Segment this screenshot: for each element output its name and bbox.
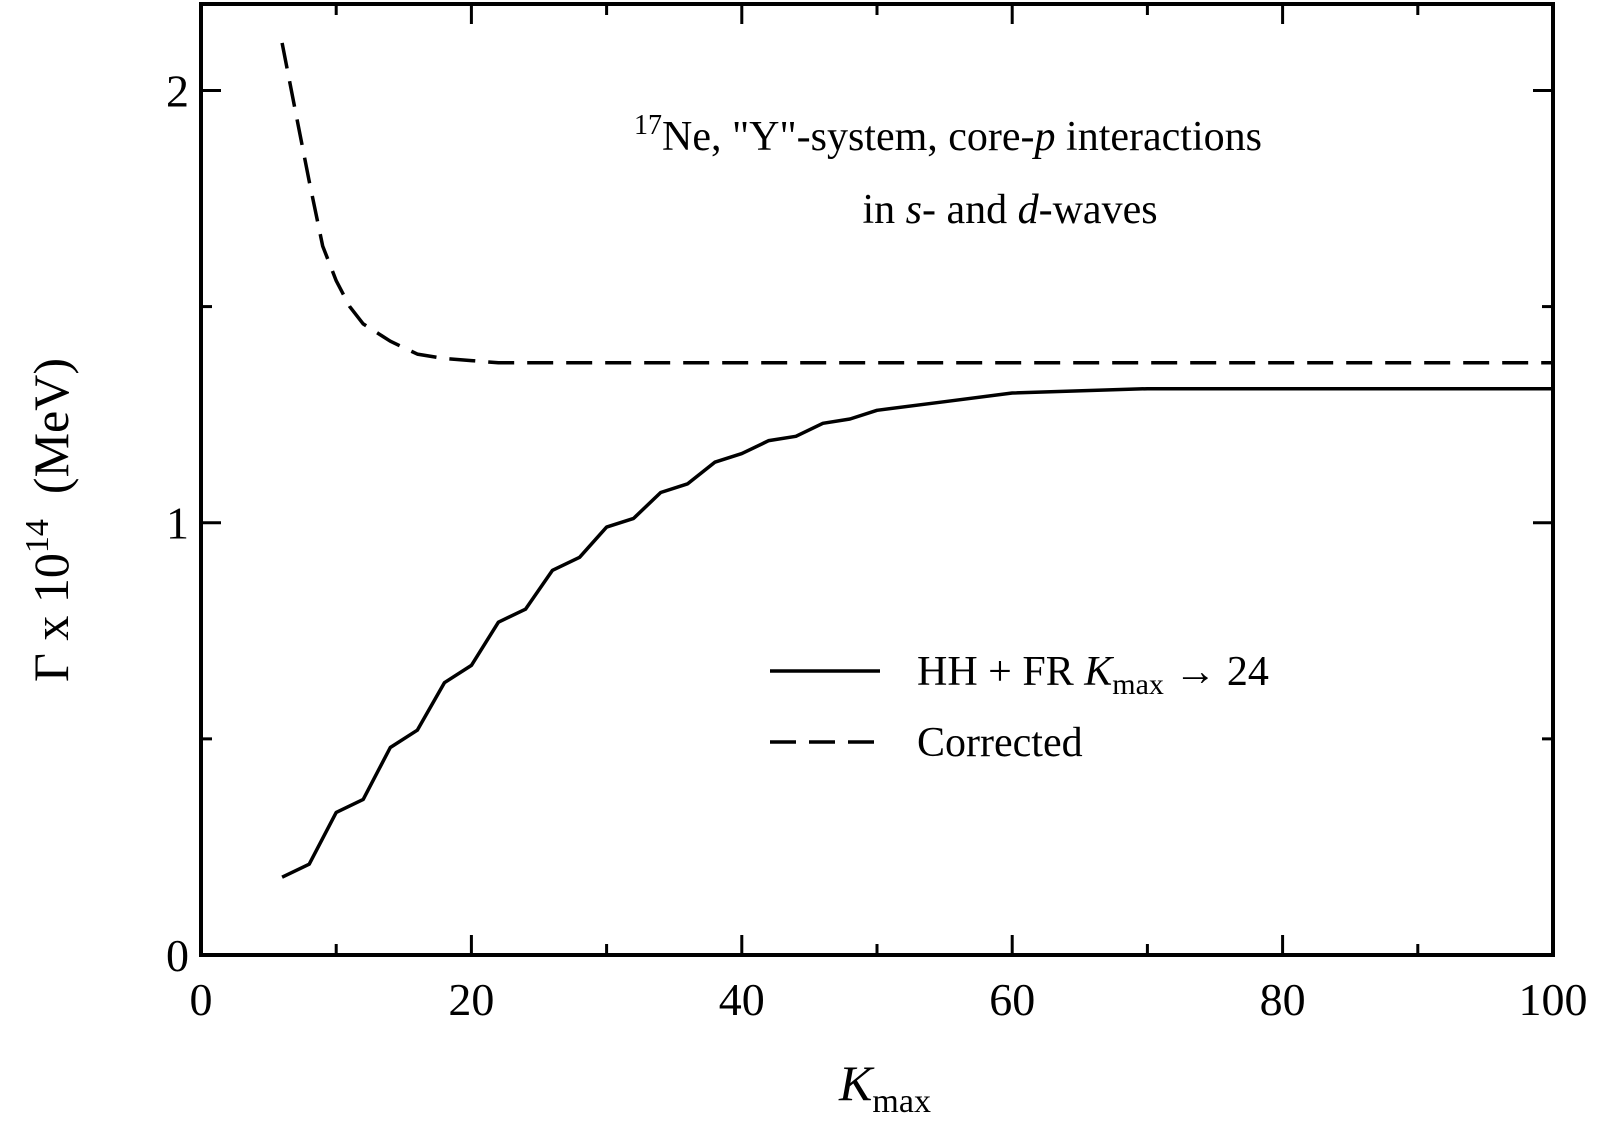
legend-label-max: max: [1112, 668, 1164, 701]
x-tick-label: 20: [448, 974, 494, 1025]
legend-label-hh-fr: HH + FR Kmax → 24: [917, 649, 1269, 701]
x-axis-title: Kmax: [838, 1055, 931, 1120]
annotation-line-2-d: d: [1018, 187, 1040, 233]
annotation-line-2-e: -waves: [1039, 187, 1158, 233]
legend-label-hh-fr-b: → 24: [1164, 649, 1269, 695]
y-tick-label: 0: [166, 930, 189, 981]
x-axis-title-sub: max: [872, 1083, 931, 1120]
legend-label-corrected: Corrected: [917, 720, 1083, 766]
y-tick-label: 1: [166, 498, 189, 549]
y-axis-title-sup: 14: [19, 519, 56, 553]
x-axis-title-k: K: [838, 1055, 875, 1111]
legend-label-hh-fr-a: HH + FR: [917, 649, 1084, 695]
x-tick-label: 60: [989, 974, 1035, 1025]
x-tick-label: 40: [719, 974, 765, 1025]
annotation-line-1-b: p: [1032, 114, 1056, 160]
y-axis-title: Γ x 1014 (MeV): [19, 358, 79, 682]
tick-layer: 0 20 40 60 80 100 0 1 2: [166, 4, 1588, 1025]
legend-label-k: K: [1083, 649, 1114, 695]
series-layer: [280, 42, 1553, 879]
legend: HH + FR Kmax → 24 Corrected: [770, 649, 1269, 766]
series-hh-fr-line: [281, 386, 1553, 879]
annotation-line-1: 17Ne, "Y"-system, core-p interactions: [634, 110, 1262, 160]
x-tick-label: 0: [190, 974, 213, 1025]
x-tick-label: 80: [1260, 974, 1306, 1025]
annotation-line-2-a: in: [862, 187, 905, 233]
y-tick-label: 2: [166, 65, 189, 116]
y-axis-title-a: Γ x 10: [23, 553, 79, 682]
annotation-line-2-b: s: [906, 187, 922, 233]
annotation-isotope-mass: 17: [634, 110, 662, 141]
x-tick-label: 100: [1519, 974, 1588, 1025]
y-axis-title-b: (MeV): [23, 358, 79, 519]
annotation-line-1-c: interactions: [1056, 114, 1262, 160]
annotation-line-1-a: Ne, "Y"-system, core-: [662, 114, 1035, 160]
series-corrected-line: [280, 42, 1553, 365]
annotation-line-2-c: - and: [922, 187, 1018, 233]
annotation-line-2: in s- and d-waves: [862, 187, 1157, 233]
